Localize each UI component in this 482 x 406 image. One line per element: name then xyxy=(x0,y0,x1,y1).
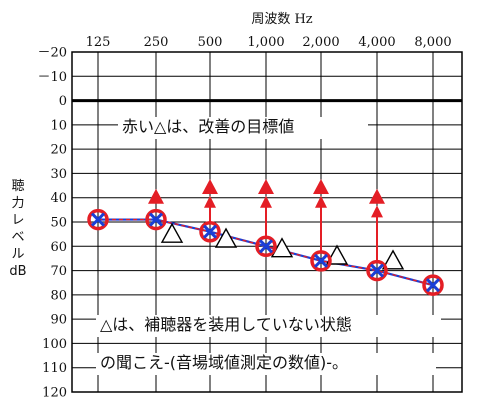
y-axis-label-char: ル xyxy=(11,247,24,262)
arrow-head xyxy=(315,195,327,208)
target-triangle xyxy=(313,179,329,194)
unaided-triangle xyxy=(214,227,238,248)
unaided-triangle xyxy=(325,244,349,265)
annotation-backgrounds xyxy=(96,117,441,375)
threshold-circle xyxy=(87,208,109,231)
unaided-triangle xyxy=(270,237,294,258)
db-tick-label: －10 xyxy=(37,70,67,85)
frequency-tick-label: 125 xyxy=(86,35,111,50)
threshold-circle xyxy=(255,235,277,258)
threshold-cross xyxy=(313,253,329,268)
target-triangle xyxy=(148,188,164,204)
db-tick-label: 120 xyxy=(42,386,67,401)
annotation-bg xyxy=(96,353,436,375)
db-tick-label: 10 xyxy=(50,118,67,133)
threshold-cross xyxy=(258,239,274,254)
frequency-axis-title: 周波数 Hz xyxy=(251,12,312,27)
annotation-text: の聞こえ-(音場域値測定の数値)-。 xyxy=(100,353,348,372)
frequency-tick-labels: 125 250 500 1,000 2,000 4,000 8,000 xyxy=(86,35,452,50)
target-triangle xyxy=(258,179,274,194)
target-triangle xyxy=(202,179,218,194)
threshold-circle xyxy=(310,250,332,272)
db-tick-label: 60 xyxy=(50,240,67,255)
annotation-bg xyxy=(96,315,441,337)
unaided-triangle xyxy=(381,249,405,270)
db-tick-label: 30 xyxy=(50,167,67,182)
threshold-cross xyxy=(202,224,218,239)
threshold-cross xyxy=(90,212,106,227)
db-tick-label: 110 xyxy=(42,361,67,376)
data-markers xyxy=(87,179,444,296)
db-tick-label: 80 xyxy=(50,288,67,303)
frequency-tick-label: 250 xyxy=(144,35,169,50)
db-tick-label: 70 xyxy=(50,264,67,279)
y-axis-label-char: 力 xyxy=(11,196,24,211)
frequency-tick-label: 8,000 xyxy=(414,35,451,50)
y-axis-label-char: 聴 xyxy=(11,179,24,194)
frequency-tick-label: 4,000 xyxy=(358,35,395,50)
arrow-head xyxy=(204,195,216,208)
threshold-circle xyxy=(199,220,221,243)
db-tick-labels: －20 －10 0 10 20 30 40 50 60 70 80 90 100 110 120 xyxy=(37,46,67,401)
annotations: 赤い△は、改善の目標値 △は、補聴器を装用していない状態の聞こえ-(音場域値測定の… xyxy=(100,117,352,372)
db-tick-label: 20 xyxy=(50,143,67,158)
threshold-cross xyxy=(425,278,441,293)
improvement-arrows xyxy=(204,195,383,263)
db-tick-label: 0 xyxy=(59,94,67,109)
threshold-cross xyxy=(148,212,164,227)
y-axis-label-char: ベ xyxy=(11,230,24,245)
db-tick-label: 40 xyxy=(50,191,67,206)
frequency-tick-label: 2,000 xyxy=(302,35,339,50)
threshold-circle xyxy=(366,259,388,282)
annotation-text: 赤い△は、改善の目標値 xyxy=(122,117,294,136)
threshold-cross xyxy=(369,263,385,278)
threshold-circle xyxy=(422,274,444,296)
annotation-text: △は、補聴器を装用していない状態 xyxy=(100,315,352,334)
y-axis-label-char: レ xyxy=(11,213,24,228)
target-triangle xyxy=(369,188,385,204)
db-tick-label: 90 xyxy=(50,313,67,328)
frequency-tick-label: 1,000 xyxy=(247,35,284,50)
y-axis-label-char: dB xyxy=(9,264,26,279)
db-tick-label: 50 xyxy=(50,216,67,231)
annotation-bg xyxy=(118,117,368,139)
arrow-head xyxy=(371,205,383,218)
threshold-circle xyxy=(145,208,167,231)
unaided-triangle xyxy=(160,222,184,243)
plot-border xyxy=(71,51,463,393)
arrow-head xyxy=(260,195,272,208)
db-tick-label: －20 xyxy=(37,46,67,61)
frequency-tick-label: 500 xyxy=(198,35,223,50)
db-tick-label: 100 xyxy=(42,337,67,352)
